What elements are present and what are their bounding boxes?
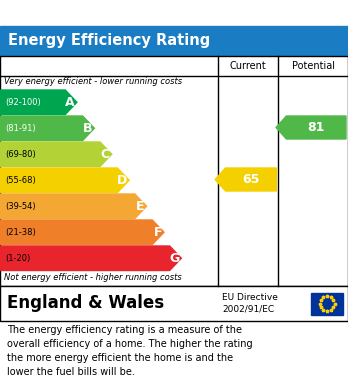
Polygon shape — [0, 220, 164, 244]
Text: Energy Efficiency Rating: Energy Efficiency Rating — [8, 34, 210, 48]
Text: D: D — [117, 174, 127, 187]
Text: Not energy efficient - higher running costs: Not energy efficient - higher running co… — [4, 273, 182, 282]
Text: The energy efficiency rating is a measure of the
overall efficiency of a home. T: The energy efficiency rating is a measur… — [7, 325, 253, 377]
Text: E: E — [136, 200, 144, 213]
Polygon shape — [0, 246, 181, 271]
Text: (21-38): (21-38) — [5, 228, 36, 237]
Text: (1-20): (1-20) — [5, 254, 30, 263]
Text: Potential: Potential — [292, 61, 335, 71]
Polygon shape — [0, 142, 112, 167]
Polygon shape — [215, 168, 276, 191]
Text: A: A — [65, 96, 75, 109]
Bar — [0, 26, 348, 56]
Text: 65: 65 — [242, 173, 260, 186]
Bar — [0, 286, 348, 321]
Bar — [0, 56, 348, 286]
Polygon shape — [0, 116, 94, 140]
Text: G: G — [169, 252, 179, 265]
Text: England & Wales: England & Wales — [7, 294, 164, 312]
Text: (55-68): (55-68) — [5, 176, 36, 185]
Text: Current: Current — [230, 61, 266, 71]
Text: EU Directive
2002/91/EC: EU Directive 2002/91/EC — [222, 293, 278, 314]
Text: B: B — [83, 122, 92, 135]
Polygon shape — [0, 194, 147, 219]
Text: (39-54): (39-54) — [5, 202, 35, 211]
Polygon shape — [0, 90, 77, 115]
Text: Very energy efficient - lower running costs: Very energy efficient - lower running co… — [4, 77, 182, 86]
Bar — [311, 292, 343, 314]
Text: (92-100): (92-100) — [5, 98, 41, 107]
Polygon shape — [0, 168, 129, 192]
Text: 81: 81 — [308, 121, 325, 134]
Text: F: F — [153, 226, 162, 239]
Text: (81-91): (81-91) — [5, 124, 35, 133]
Text: (69-80): (69-80) — [5, 150, 36, 159]
Text: C: C — [101, 148, 110, 161]
Polygon shape — [276, 116, 346, 139]
